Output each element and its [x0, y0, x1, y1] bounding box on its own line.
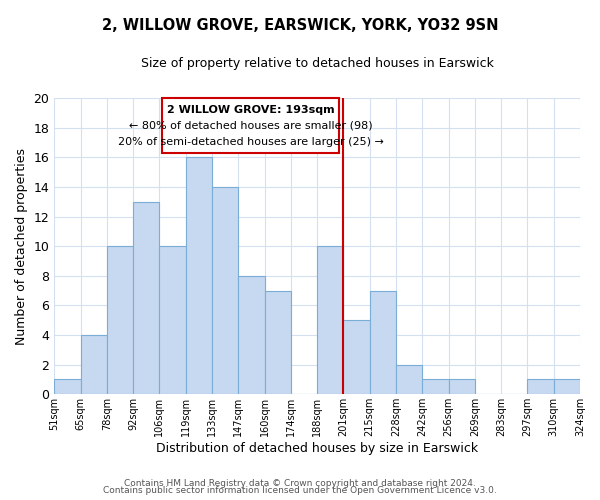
Bar	[160, 246, 186, 394]
Bar	[107, 246, 133, 394]
Bar	[317, 246, 343, 394]
Bar	[80, 335, 107, 394]
Bar	[343, 320, 370, 394]
Bar	[449, 380, 475, 394]
FancyBboxPatch shape	[162, 98, 340, 153]
Bar	[527, 380, 554, 394]
Bar	[265, 290, 291, 395]
Text: Contains HM Land Registry data © Crown copyright and database right 2024.: Contains HM Land Registry data © Crown c…	[124, 478, 476, 488]
Bar	[186, 158, 212, 394]
X-axis label: Distribution of detached houses by size in Earswick: Distribution of detached houses by size …	[156, 442, 478, 455]
Bar	[238, 276, 265, 394]
Text: 2, WILLOW GROVE, EARSWICK, YORK, YO32 9SN: 2, WILLOW GROVE, EARSWICK, YORK, YO32 9S…	[102, 18, 498, 32]
Bar	[422, 380, 449, 394]
Bar	[133, 202, 160, 394]
Bar	[396, 364, 422, 394]
Bar	[554, 380, 580, 394]
Text: 20% of semi-detached houses are larger (25) →: 20% of semi-detached houses are larger (…	[118, 136, 384, 146]
Title: Size of property relative to detached houses in Earswick: Size of property relative to detached ho…	[141, 58, 494, 70]
Text: ← 80% of detached houses are smaller (98): ← 80% of detached houses are smaller (98…	[129, 120, 373, 130]
Bar	[212, 187, 238, 394]
Bar	[54, 380, 80, 394]
Text: Contains public sector information licensed under the Open Government Licence v3: Contains public sector information licen…	[103, 486, 497, 495]
Bar	[370, 290, 396, 395]
Text: 2 WILLOW GROVE: 193sqm: 2 WILLOW GROVE: 193sqm	[167, 106, 335, 116]
Y-axis label: Number of detached properties: Number of detached properties	[15, 148, 28, 344]
